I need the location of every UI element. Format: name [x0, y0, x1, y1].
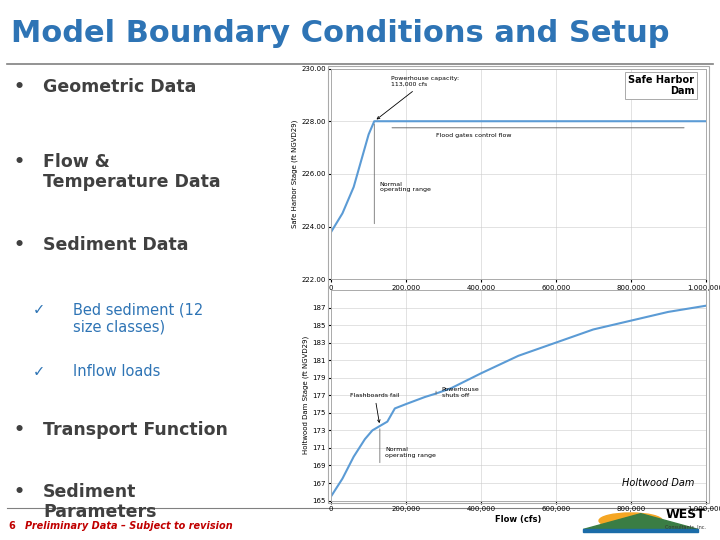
Text: Powerhouse
shuts off: Powerhouse shuts off	[441, 387, 480, 398]
X-axis label: Flow (cfs): Flow (cfs)	[495, 515, 541, 524]
Text: ✓: ✓	[33, 302, 45, 318]
Y-axis label: Safe Harbor Stage (ft NGVD29): Safe Harbor Stage (ft NGVD29)	[292, 120, 298, 228]
Text: Geometric Data: Geometric Data	[43, 78, 197, 96]
Text: Sediment Data: Sediment Data	[43, 237, 189, 254]
Text: ✓: ✓	[33, 364, 45, 379]
Polygon shape	[583, 514, 698, 529]
Text: Inflow loads: Inflow loads	[73, 364, 161, 379]
Text: Bed sediment (12
size classes): Bed sediment (12 size classes)	[73, 302, 203, 334]
Text: Powerhouse capacity:
113,000 cfs: Powerhouse capacity: 113,000 cfs	[377, 76, 459, 119]
Text: WEST: WEST	[665, 509, 705, 522]
Text: •: •	[13, 78, 24, 96]
Text: •: •	[13, 153, 24, 171]
Text: Consultants, Inc.: Consultants, Inc.	[665, 525, 706, 530]
Circle shape	[599, 513, 662, 529]
Text: Model Boundary Conditions and Setup: Model Boundary Conditions and Setup	[11, 19, 670, 49]
Text: Flow &
Temperature Data: Flow & Temperature Data	[43, 153, 221, 191]
Text: Transport Function: Transport Function	[43, 421, 228, 439]
Text: Normal
operating range: Normal operating range	[385, 447, 436, 458]
Text: Holtwood Dam: Holtwood Dam	[622, 478, 694, 488]
Text: Flood gates control flow: Flood gates control flow	[436, 133, 511, 138]
X-axis label: Flow (cfs): Flow (cfs)	[495, 294, 541, 302]
Text: Sediment
Parameters: Sediment Parameters	[43, 483, 156, 521]
Text: Normal
operating range: Normal operating range	[380, 181, 431, 192]
Text: Preliminary Data – Subject to revision: Preliminary Data – Subject to revision	[25, 521, 233, 531]
Text: Safe Harbor
Dam: Safe Harbor Dam	[629, 75, 694, 97]
Bar	[583, 529, 698, 532]
Text: Flashboards fail: Flashboards fail	[350, 393, 400, 422]
Text: •: •	[13, 483, 24, 501]
Y-axis label: Holtwood Dam Stage (ft NGVD29): Holtwood Dam Stage (ft NGVD29)	[303, 336, 310, 454]
Text: •: •	[13, 237, 24, 254]
Text: •: •	[13, 421, 24, 439]
Text: 6: 6	[9, 521, 15, 531]
